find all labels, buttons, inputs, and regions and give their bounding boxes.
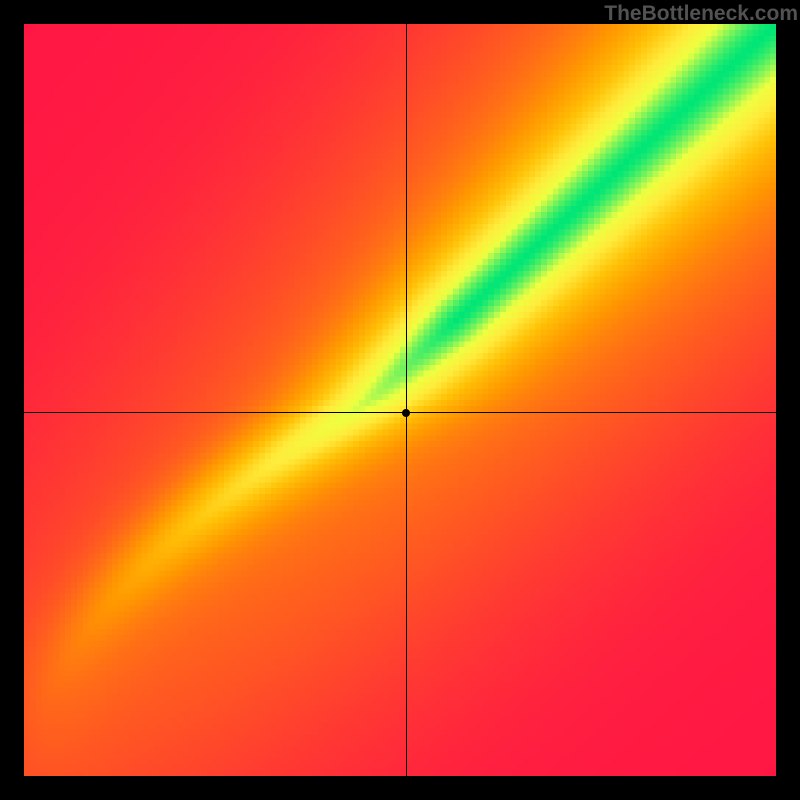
crosshair-vertical — [406, 24, 407, 776]
bottleneck-heatmap — [24, 24, 776, 776]
plot-frame — [0, 776, 800, 800]
crosshair-marker — [401, 408, 411, 418]
plot-frame — [0, 0, 24, 800]
watermark-text: TheBottleneck.com — [604, 2, 798, 26]
plot-frame — [776, 0, 800, 800]
crosshair-horizontal — [24, 412, 776, 413]
